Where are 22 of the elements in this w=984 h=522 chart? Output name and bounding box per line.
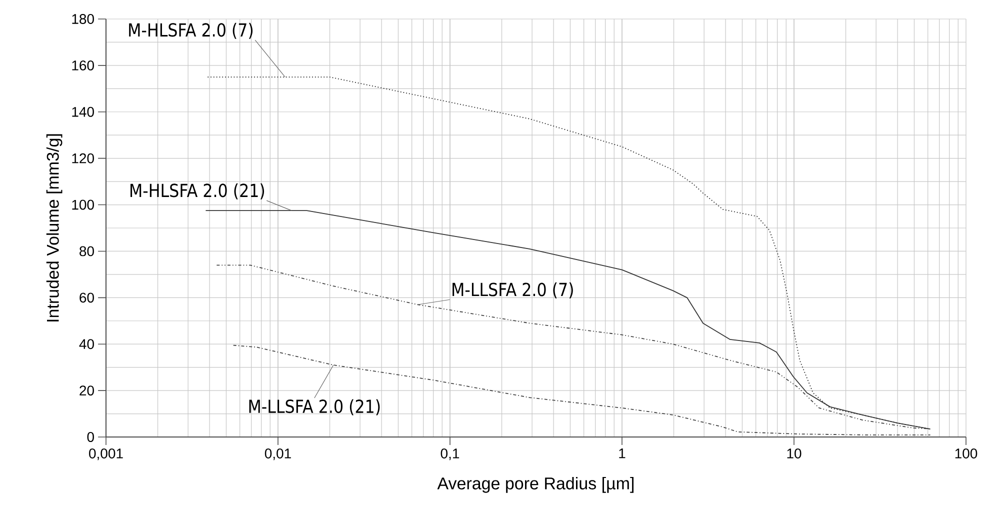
x-tick-label: 10 [787, 448, 802, 458]
y-tick-label: 0 [87, 432, 94, 442]
series-label: M-HLSFA 2.0 (21) [130, 183, 264, 200]
y-tick-label: 140 [72, 106, 94, 117]
y-tick-label: 100 [72, 200, 94, 210]
y-tick-label: 160 [72, 60, 94, 70]
y-tick-label: 60 [80, 292, 94, 303]
x-tick-label: 100 [955, 448, 978, 458]
y-axis-title: Intruded Volume [mm3/g] [46, 134, 62, 322]
x-tick-label: 0,1 [440, 448, 460, 460]
y-tick-label: 80 [80, 246, 94, 256]
y-tick-label: 180 [72, 14, 94, 24]
y-tick-label: 20 [80, 386, 94, 396]
x-tick-label: 0,01 [264, 448, 291, 460]
y-tick-label: 120 [72, 153, 94, 164]
text: M-HLSFA 2.0 (7) [129, 22, 253, 39]
x-tick-label: 1 [619, 448, 626, 458]
series-label: M-LLSFA 2.0 (7) [452, 282, 573, 298]
x-axis-title: Average pore Radius [µm] [437, 476, 634, 493]
y-tick-label: 40 [79, 339, 94, 350]
series-label: M-LLSFA 2.0 (21) [249, 399, 380, 416]
x-tick-label: 0,001 [89, 448, 123, 460]
